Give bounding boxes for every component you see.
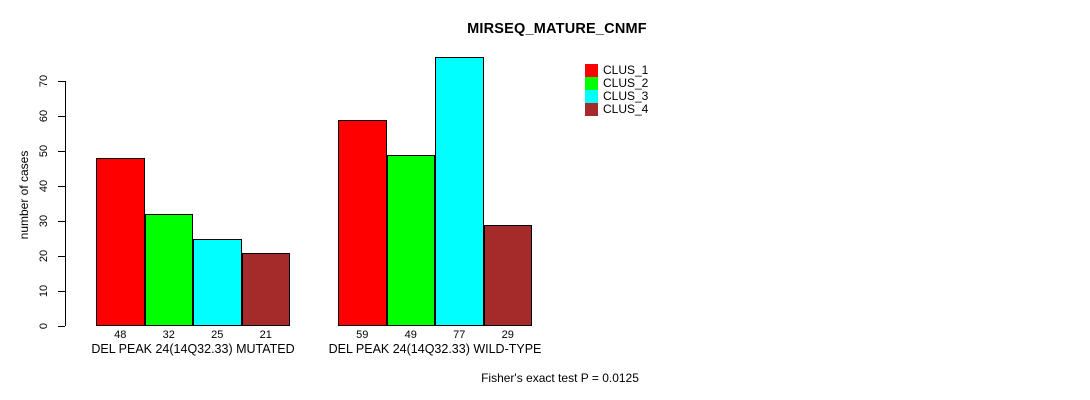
y-axis-tick bbox=[58, 326, 65, 327]
y-axis-tick bbox=[58, 81, 65, 82]
bar-value-label: 48 bbox=[114, 329, 127, 341]
legend: CLUS_1 CLUS_2 CLUS_3 CLUS_4 bbox=[585, 64, 648, 116]
y-axis-tick bbox=[58, 151, 65, 152]
legend-item: CLUS_1 bbox=[585, 64, 648, 77]
legend-label: CLUS_4 bbox=[603, 102, 649, 116]
group-label: DEL PEAK 24(14Q32.33) WILD-TYPE bbox=[328, 342, 542, 356]
bar-clus-3 bbox=[193, 238, 242, 326]
legend-swatch bbox=[585, 90, 598, 103]
legend-swatch bbox=[585, 103, 598, 116]
chart-title: MIRSEQ_MATURE_CNMF bbox=[467, 21, 647, 37]
bar-clus-1 bbox=[338, 119, 387, 326]
y-axis-tick-label: 60 bbox=[38, 109, 50, 123]
bar-clus-1 bbox=[96, 158, 145, 326]
bar-value-label: 49 bbox=[404, 329, 417, 341]
bar-value-label: 25 bbox=[211, 329, 224, 341]
y-axis-tick-label: 10 bbox=[38, 284, 50, 298]
y-axis-tick-label: 30 bbox=[38, 214, 50, 228]
bar-value-label: 59 bbox=[356, 329, 369, 341]
legend-item: CLUS_3 bbox=[585, 90, 648, 103]
group-label: DEL PEAK 24(14Q32.33) MUTATED bbox=[91, 342, 295, 356]
y-axis-tick-label: 50 bbox=[38, 144, 50, 158]
y-axis-tick bbox=[58, 116, 65, 117]
fisher-test-annotation: Fisher's exact test P = 0.0125 bbox=[481, 371, 639, 385]
y-axis-tick-label: 40 bbox=[38, 179, 50, 193]
y-axis-tick bbox=[58, 186, 65, 187]
bar-value-label: 32 bbox=[162, 329, 175, 341]
legend-swatch bbox=[585, 64, 598, 77]
y-axis-tick bbox=[58, 221, 65, 222]
bar-value-label: 77 bbox=[453, 329, 466, 341]
y-axis-tick-label: 70 bbox=[38, 74, 50, 88]
y-axis-tick-label: 20 bbox=[38, 249, 50, 263]
bar-value-label: 21 bbox=[259, 329, 272, 341]
legend-item: CLUS_4 bbox=[585, 103, 648, 116]
bar-clus-4 bbox=[483, 224, 532, 326]
bar-value-label: 29 bbox=[501, 329, 514, 341]
bar-clus-2 bbox=[144, 214, 193, 326]
y-axis-line bbox=[65, 81, 66, 326]
bar-clus-2 bbox=[386, 154, 435, 326]
y-axis-tick bbox=[58, 256, 65, 257]
legend-label: CLUS_2 bbox=[603, 76, 649, 90]
y-axis-tick bbox=[58, 291, 65, 292]
legend-item: CLUS_2 bbox=[585, 77, 648, 90]
bar-clus-3 bbox=[435, 56, 484, 326]
legend-swatch bbox=[585, 77, 598, 90]
bar-clus-4 bbox=[241, 252, 290, 326]
legend-label: CLUS_3 bbox=[603, 89, 649, 103]
legend-label: CLUS_1 bbox=[603, 63, 649, 77]
y-axis-tick-label: 0 bbox=[38, 322, 50, 330]
